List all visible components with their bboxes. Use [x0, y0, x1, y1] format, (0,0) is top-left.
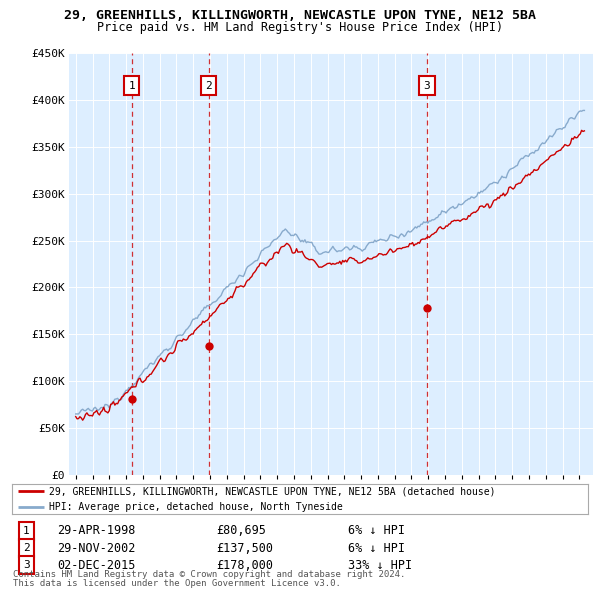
Text: £178,000: £178,000 [216, 559, 273, 572]
Text: 29, GREENHILLS, KILLINGWORTH, NEWCASTLE UPON TYNE, NE12 5BA (detached house): 29, GREENHILLS, KILLINGWORTH, NEWCASTLE … [49, 486, 496, 496]
Text: 29-APR-1998: 29-APR-1998 [57, 525, 136, 537]
Text: 6% ↓ HPI: 6% ↓ HPI [348, 542, 405, 555]
Text: Contains HM Land Registry data © Crown copyright and database right 2024.: Contains HM Land Registry data © Crown c… [13, 571, 406, 579]
Text: 1: 1 [128, 81, 135, 91]
Text: 33% ↓ HPI: 33% ↓ HPI [348, 559, 412, 572]
Text: Price paid vs. HM Land Registry's House Price Index (HPI): Price paid vs. HM Land Registry's House … [97, 21, 503, 34]
Text: 2: 2 [23, 543, 30, 553]
Text: 29, GREENHILLS, KILLINGWORTH, NEWCASTLE UPON TYNE, NE12 5BA: 29, GREENHILLS, KILLINGWORTH, NEWCASTLE … [64, 9, 536, 22]
Text: 6% ↓ HPI: 6% ↓ HPI [348, 525, 405, 537]
Text: £80,695: £80,695 [216, 525, 266, 537]
Text: This data is licensed under the Open Government Licence v3.0.: This data is licensed under the Open Gov… [13, 579, 341, 588]
Text: HPI: Average price, detached house, North Tyneside: HPI: Average price, detached house, Nort… [49, 502, 343, 512]
Text: 2: 2 [205, 81, 212, 91]
Text: 3: 3 [23, 560, 30, 570]
Text: 3: 3 [424, 81, 430, 91]
Text: 29-NOV-2002: 29-NOV-2002 [57, 542, 136, 555]
Text: 1: 1 [23, 526, 30, 536]
Text: 02-DEC-2015: 02-DEC-2015 [57, 559, 136, 572]
Text: £137,500: £137,500 [216, 542, 273, 555]
